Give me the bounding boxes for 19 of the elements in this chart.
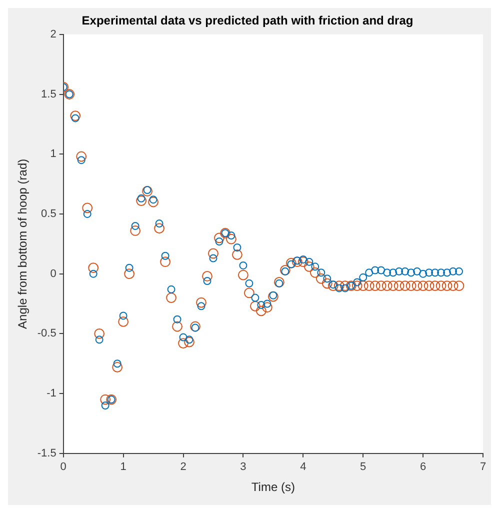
- x-axis-title: Time (s): [251, 480, 295, 494]
- x-tick-label: 2: [180, 461, 186, 474]
- chart-title: Experimental data vs predicted path with friction and drag: [82, 14, 414, 28]
- y-tick-label: -0.5: [37, 328, 56, 340]
- y-tick-label: 1.5: [41, 88, 56, 100]
- x-tick-label: 5: [360, 461, 366, 474]
- y-tick-label: 1: [50, 148, 56, 160]
- y-axis-title: Angle from bottom of hoop (rad): [16, 158, 30, 329]
- x-tick-label: 0: [60, 461, 66, 474]
- x-tick-label: 3: [240, 461, 246, 474]
- x-tick-label: 1: [120, 461, 126, 474]
- x-tick-label: 4: [300, 461, 306, 474]
- y-tick-label: -1: [46, 388, 56, 400]
- y-tick-label: 0: [50, 268, 56, 280]
- y-tick-label: -1.5: [37, 447, 56, 460]
- y-tick-label: 2: [50, 28, 56, 40]
- y-tick-label: 0.5: [41, 208, 56, 220]
- x-tick-label: 6: [420, 461, 426, 474]
- x-tick-label: 7: [480, 461, 486, 474]
